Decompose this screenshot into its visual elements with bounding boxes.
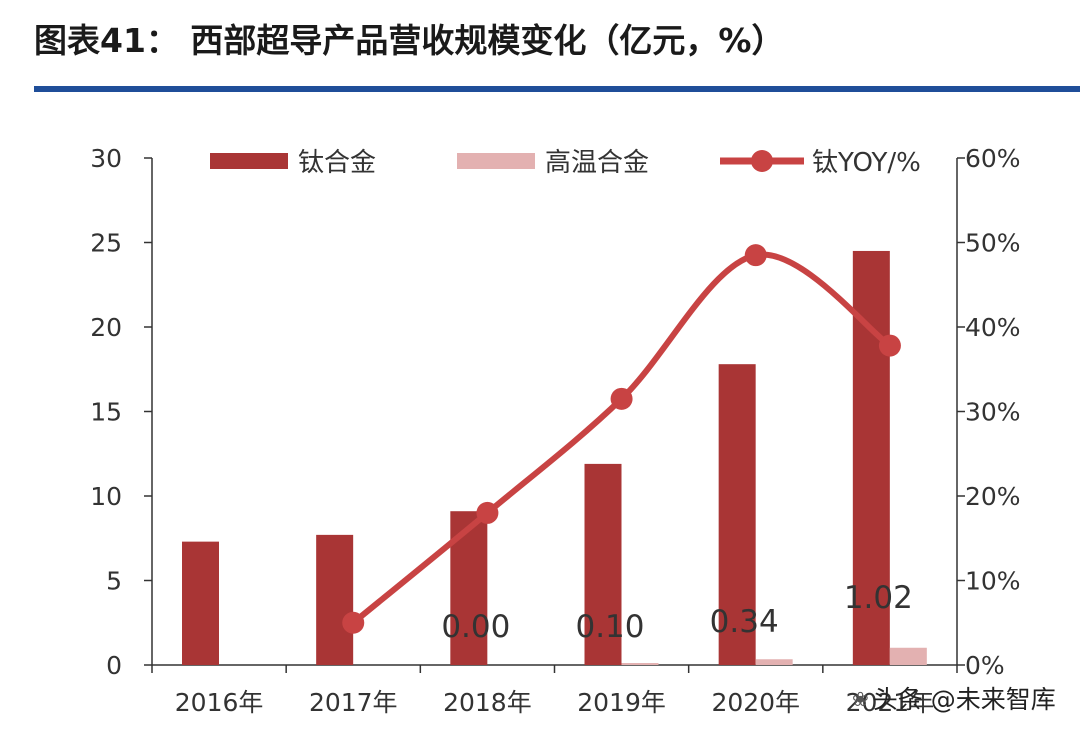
- bars-layer: [182, 250, 927, 665]
- point-titanium-yoy: [610, 387, 633, 410]
- data-label-superalloy: 0.00: [441, 609, 510, 645]
- point-titanium-yoy: [476, 501, 499, 524]
- title-rule: [34, 86, 1080, 92]
- point-titanium-yoy: [878, 334, 901, 357]
- x-tick-label: 2018年: [443, 688, 532, 717]
- axes-layer: 0 5 10 15 20 25 30 0% 10% 20% 30% 40% 50% 60% 2016年 201…: [90, 144, 1020, 717]
- point-titanium-yoy: [342, 611, 365, 634]
- x-tick-label: 2016年: [175, 688, 264, 717]
- y-left-tick-label: 10: [90, 482, 122, 511]
- bar-titanium: [584, 463, 622, 665]
- y-left-tick-label: 5: [106, 567, 122, 596]
- x-tick-label: 2019年: [577, 688, 666, 717]
- legend-label: 钛YOY/%: [812, 148, 921, 178]
- point-titanium-yoy: [744, 244, 767, 267]
- data-label-superalloy: 1.02: [844, 580, 913, 616]
- x-tick-label: 2021年: [846, 688, 935, 717]
- data-label-superalloy: 0.10: [575, 609, 644, 645]
- legend-label: 高温合金: [545, 148, 649, 178]
- y-left-tick-label: 30: [90, 144, 122, 173]
- line-titanium-yoy: [350, 251, 893, 626]
- legend-swatch-yoy-marker: [751, 150, 773, 172]
- bar-superalloy: [889, 647, 927, 665]
- watermark-text: 头条 @未来智库: [872, 685, 1056, 714]
- legend-swatch-superalloy: [457, 153, 535, 169]
- watermark: ❀ 头条 @未来智库: [852, 680, 1056, 716]
- y-right-tick-label: 60%: [965, 144, 1021, 173]
- y-right-tick-label: 10%: [965, 567, 1021, 596]
- wechat-icon: ❀: [852, 687, 869, 711]
- bar-superalloy: [755, 659, 793, 665]
- legend-label: 钛合金: [298, 148, 376, 178]
- y-left-tick-label: 0: [106, 651, 122, 680]
- y-left-tick-label: 15: [90, 398, 122, 427]
- y-right-tick-label: 0%: [965, 651, 1005, 680]
- y-right-tick-label: 30%: [965, 398, 1021, 427]
- y-right-tick-label: 40%: [965, 313, 1021, 342]
- x-tick-label: 2017年: [309, 688, 398, 717]
- bar-titanium: [182, 541, 219, 665]
- legend-layer: 钛合金 高温合金 钛YOY/%: [210, 148, 921, 178]
- y-left-tick-label: 20: [90, 313, 122, 342]
- bar-titanium: [718, 364, 756, 665]
- y-right-tick-label: 20%: [965, 482, 1021, 511]
- legend-swatch-titanium: [210, 153, 288, 169]
- line-layer: [342, 244, 901, 634]
- y-right-tick-label: 50%: [965, 229, 1021, 258]
- labels-layer: 0.00 0.10 0.34 1.02: [441, 580, 913, 645]
- bar-titanium: [316, 534, 354, 665]
- y-left-tick-label: 25: [90, 229, 122, 258]
- bar-superalloy: [621, 663, 659, 665]
- data-label-superalloy: 0.34: [710, 604, 779, 640]
- x-tick-label: 2020年: [711, 688, 800, 717]
- figure-title: 图表41： 西部超导产品营收规模变化（亿元，%）: [34, 21, 785, 60]
